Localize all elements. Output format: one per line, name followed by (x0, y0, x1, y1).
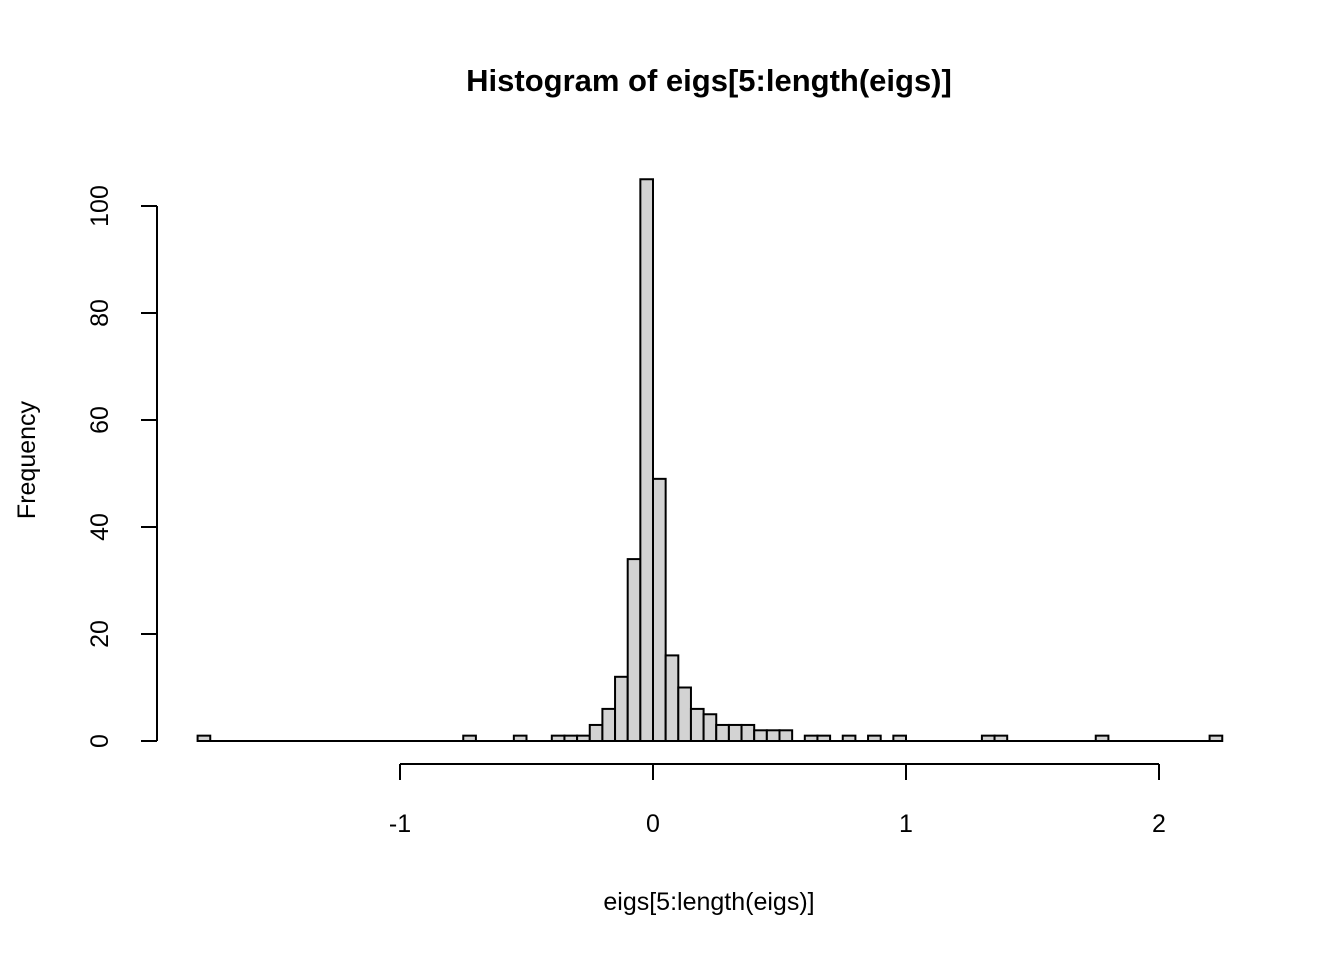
histogram-bar (626, 558, 642, 742)
y-axis: 0 20 40 60 80 100 (86, 185, 158, 748)
y-tick-label: 60 (86, 406, 114, 434)
y-axis-label: Frequency (13, 400, 41, 519)
x-ticks: -1 0 1 2 (389, 764, 1166, 838)
y-tick-label: 40 (86, 513, 114, 541)
y-tick-label: 100 (86, 185, 114, 227)
histogram-bar (664, 654, 680, 743)
x-tick-label: 0 (646, 810, 660, 838)
histogram-bar (677, 686, 692, 742)
y-tick-label: 80 (86, 299, 114, 327)
histogram-bar (740, 723, 756, 743)
histogram-bar (778, 729, 794, 742)
histogram-bar (639, 178, 654, 742)
histogram-bar (727, 723, 743, 743)
histogram-bar (689, 707, 705, 743)
histogram-bar (765, 729, 781, 742)
histogram-bar (588, 723, 604, 743)
x-axis-label: eigs[5:length(eigs)] (603, 888, 814, 916)
y-ticks: 0 20 40 60 80 100 (86, 185, 157, 748)
x-axis: -1 0 1 2 (389, 763, 1166, 838)
histogram-bar (715, 723, 730, 743)
y-tick-label: 0 (86, 734, 114, 748)
histogram-bar (601, 707, 617, 743)
y-tick-label: 20 (86, 620, 114, 648)
histogram-bar (614, 675, 629, 742)
bars-group (196, 178, 1224, 743)
x-tick-label: -1 (389, 810, 411, 838)
x-tick-label: 1 (899, 810, 913, 838)
histogram-bar (753, 729, 768, 742)
histogram-bar (702, 713, 718, 742)
chart-title: Histogram of eigs[5:length(eigs)] (466, 63, 952, 98)
x-tick-label: 2 (1152, 810, 1166, 838)
histogram-bar (652, 477, 667, 742)
